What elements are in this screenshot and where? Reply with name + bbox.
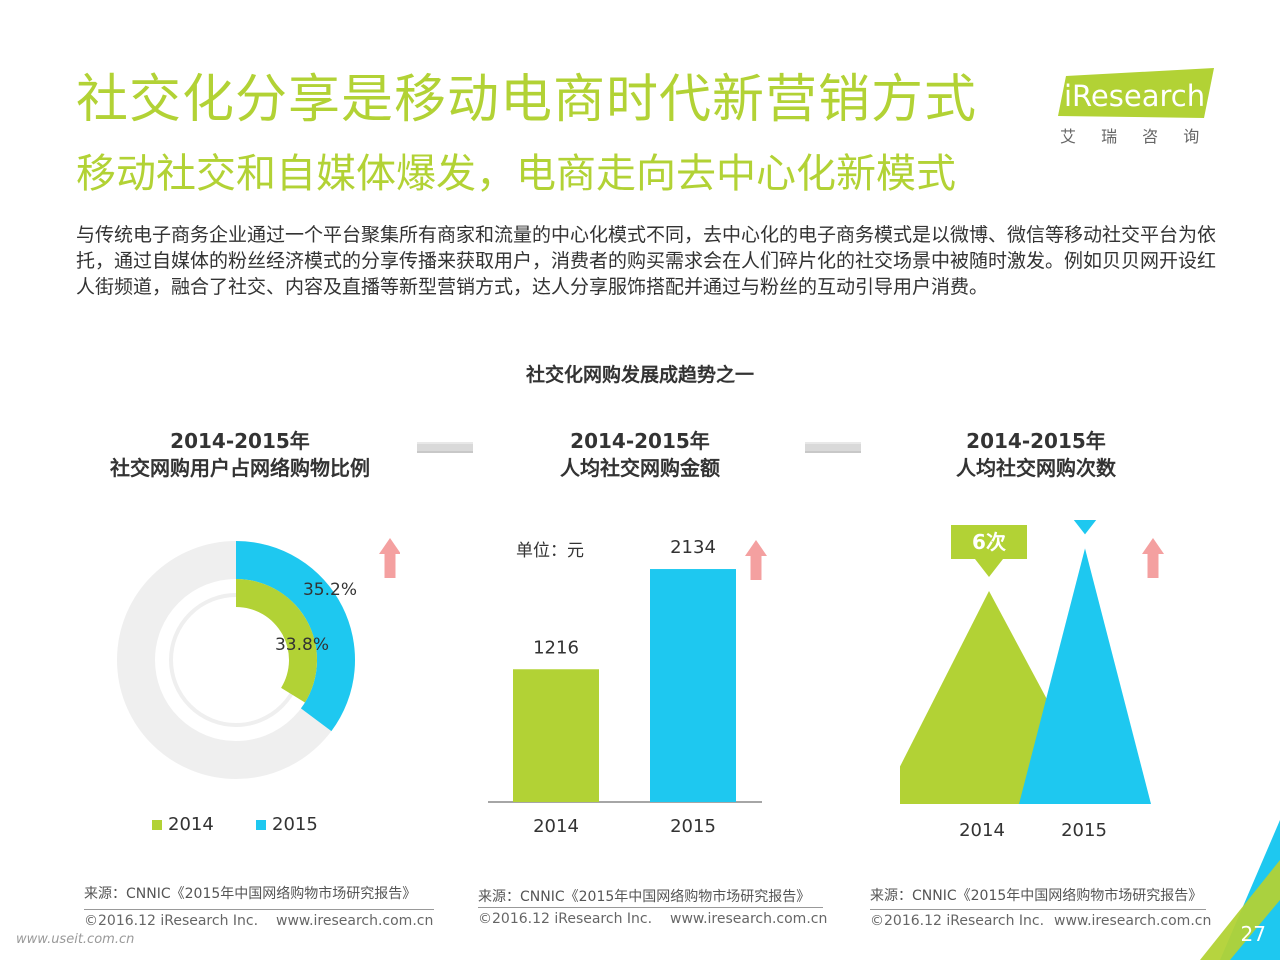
legend-swatch-green: [152, 820, 162, 830]
callout-label: 6次: [972, 530, 1006, 554]
panel-heading-1: 2014-2015年 社交网购用户占网络购物比例: [60, 428, 420, 482]
panel-3-label: 人均社交网购次数: [956, 456, 1116, 480]
website-url-2[interactable]: www.iresearch.com.cn: [670, 911, 828, 927]
iresearch-logo: iResearch 艾 瑞 咨 询: [1058, 68, 1218, 148]
corner-decoration: [1200, 820, 1280, 960]
x-tick-label: 2014: [959, 820, 1005, 841]
panel-1-label: 社交网购用户占网络购物比例: [110, 456, 370, 480]
x-tick-label: 2015: [670, 816, 716, 837]
x-tick-label: 2014: [533, 816, 579, 837]
page-subtitle: 移动社交和自媒体爆发，电商走向去中心化新模式: [76, 151, 956, 197]
donut-label-2015: 35.2%: [303, 580, 357, 600]
bar-chart: 1216 2014 2134 2015 单位：元: [488, 537, 767, 837]
logo-text: iResearch: [1064, 79, 1205, 113]
bar-value-label: 1216: [533, 637, 579, 658]
source-note-2: 来源：CNNIC《2015年中国网络购物市场研究报告》: [478, 889, 811, 905]
donut-label-2014: 33.8%: [275, 635, 329, 655]
watermark: www.useit.com.cn: [16, 932, 135, 947]
up-arrow-icon: [379, 538, 400, 578]
panel-separator: [417, 442, 473, 453]
bar-value-label: 2134: [670, 537, 716, 558]
panel-2-year: 2014-2015年: [570, 429, 710, 453]
bar-2014: [513, 669, 599, 802]
value-callout: [951, 525, 1027, 577]
up-arrow-icon: [1142, 538, 1164, 578]
legend-item-2014: 2014: [152, 814, 214, 835]
donut-chart: 35.2% 33.8%: [117, 538, 400, 779]
triangle-chart: 6次7.2次20142015: [900, 520, 1164, 841]
up-arrow-icon: [745, 540, 767, 580]
donut-slice-2015: [236, 541, 356, 732]
footer-rule: [84, 909, 434, 910]
body-paragraph: 与传统电子商务企业通过一个平台聚集所有商家和流量的中心化模式不同，去中心化的电子…: [76, 224, 1217, 298]
footer-rule: [870, 909, 1206, 910]
panel-2-label: 人均社交网购金额: [560, 456, 720, 480]
copyright-1: ©2016.12 iResearch Inc.: [84, 913, 259, 929]
panel-separator: [805, 442, 861, 453]
bar-2015: [650, 569, 736, 802]
footer-rule: [478, 907, 823, 908]
website-url-3[interactable]: www.iresearch.com.cn: [1054, 913, 1212, 929]
copyright-2: ©2016.12 iResearch Inc.: [478, 911, 653, 927]
x-tick-label: 2015: [1061, 820, 1107, 841]
unit-label: 单位：元: [516, 541, 584, 561]
panel-heading-3: 2014-2015年 人均社交网购次数: [856, 428, 1216, 482]
logo-sub: 艾 瑞 咨 询: [1060, 127, 1209, 146]
panel-3-year: 2014-2015年: [966, 429, 1106, 453]
panel-1-year: 2014-2015年: [170, 429, 310, 453]
website-url-1[interactable]: www.iresearch.com.cn: [276, 913, 434, 929]
legend-item-2015: 2015: [256, 814, 318, 835]
legend-swatch-blue: [256, 820, 266, 830]
triangle-2015: [1019, 548, 1151, 804]
value-callout: [1073, 520, 1097, 535]
source-note-1: 来源：CNNIC《2015年中国网络购物市场研究报告》: [84, 886, 417, 902]
page-title: 社交化分享是移动电商时代新营销方式: [76, 70, 978, 130]
legend-label: 2015: [272, 814, 318, 835]
copyright-3: ©2016.12 iResearch Inc.: [870, 913, 1045, 929]
legend-label: 2014: [168, 814, 214, 835]
donut-slice-2014: [236, 579, 317, 703]
panel-heading-2: 2014-2015年 人均社交网购金额: [460, 428, 820, 482]
section-title: 社交化网购发展成趋势之一: [525, 364, 754, 386]
page-number: 27: [1240, 922, 1266, 946]
source-note-3: 来源：CNNIC《2015年中国网络购物市场研究报告》: [870, 888, 1203, 904]
